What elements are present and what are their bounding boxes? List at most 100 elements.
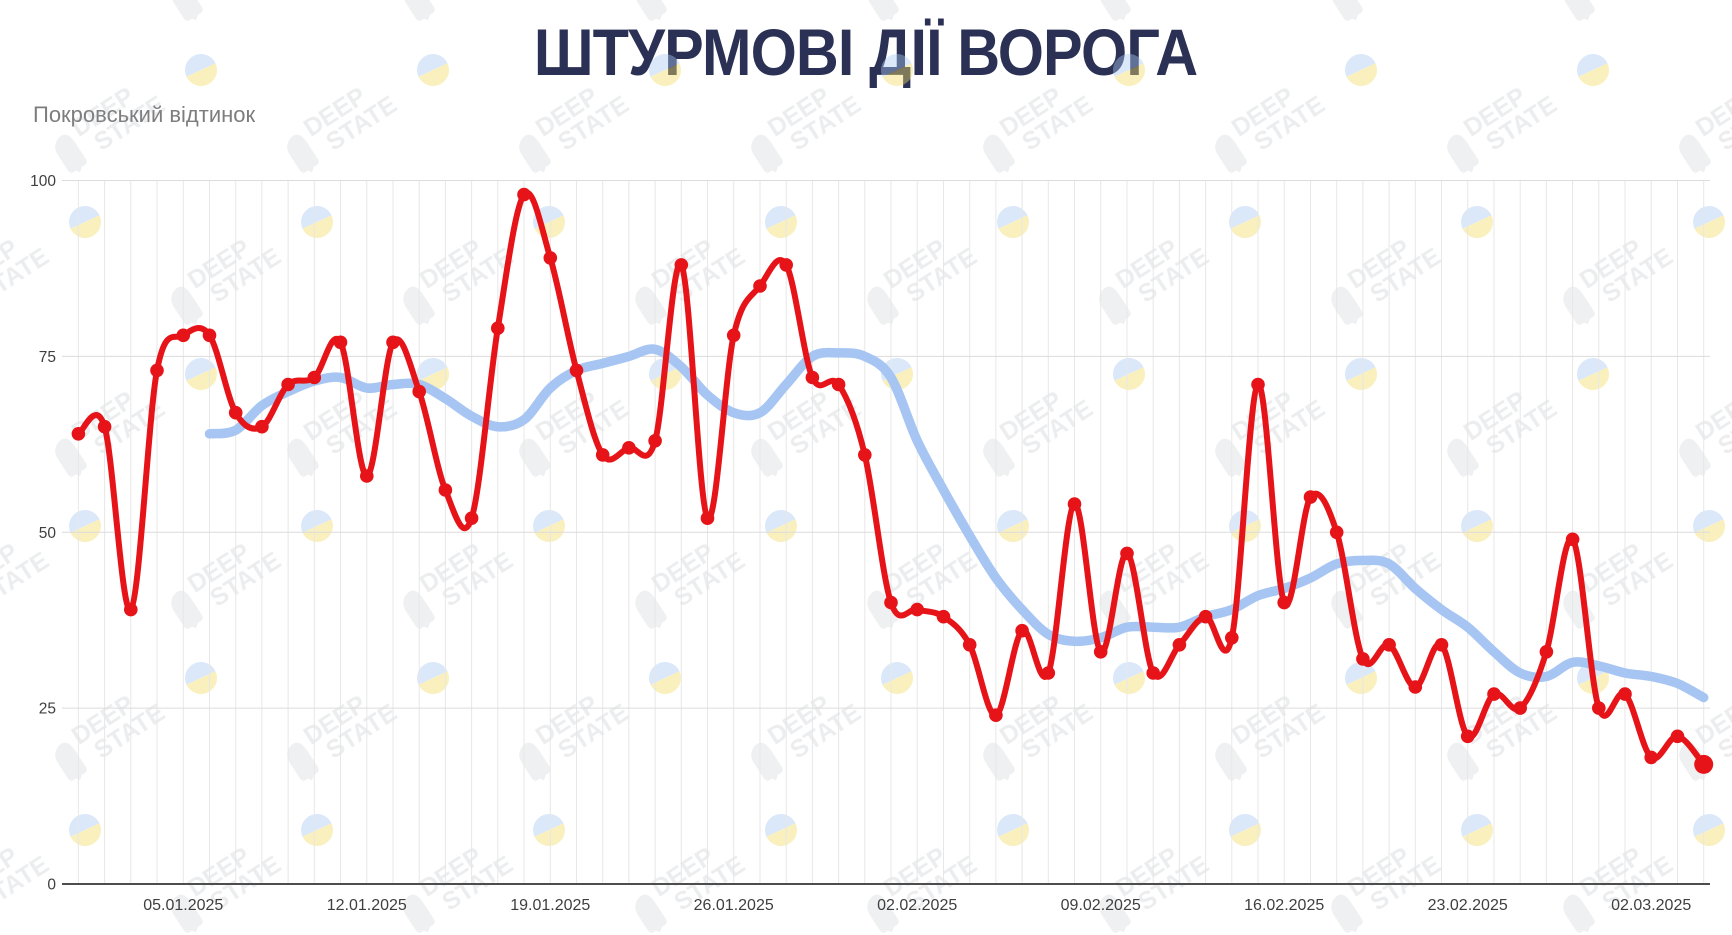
data-point-marker bbox=[779, 258, 793, 272]
data-point-marker bbox=[831, 377, 846, 392]
average-line-series bbox=[204, 344, 1709, 703]
watermark-text-line2: STATE bbox=[785, 698, 866, 764]
flag-circle-icon bbox=[997, 206, 1029, 238]
flag-circle-icon bbox=[881, 358, 913, 390]
watermark-text-line1: DEEP bbox=[1691, 386, 1732, 447]
data-point-marker bbox=[1198, 609, 1213, 624]
watermark-text-line2: STATE bbox=[1713, 394, 1732, 460]
flag-circle-icon bbox=[1577, 662, 1609, 694]
data-point-marker bbox=[1303, 490, 1318, 504]
ghost-logo-icon bbox=[1679, 134, 1711, 173]
flag-circle-icon bbox=[1345, 662, 1377, 694]
watermark-text-line2: STATE bbox=[1017, 90, 1098, 156]
flag-circle-icon bbox=[1461, 510, 1493, 542]
watermark-text-line2: STATE bbox=[89, 394, 170, 460]
daily-line-series bbox=[75, 189, 1707, 768]
flag-circle-icon bbox=[997, 510, 1029, 542]
ghost-logo-icon bbox=[1447, 134, 1479, 173]
watermark-text-line1: DEEP bbox=[0, 234, 23, 295]
watermark-text-line2: STATE bbox=[1365, 546, 1446, 612]
watermark-text-line2: STATE bbox=[0, 242, 54, 308]
watermark-text-line1: DEEP bbox=[995, 690, 1067, 751]
flag-circle-icon bbox=[1229, 814, 1261, 846]
watermark-text-line1: DEEP bbox=[0, 842, 23, 903]
data-point-marker bbox=[1146, 666, 1160, 680]
flag-circle-icon bbox=[1693, 814, 1725, 846]
ghost-logo-icon bbox=[1563, 286, 1595, 325]
watermark-text-line2: STATE bbox=[437, 546, 518, 612]
x-tick-label: 19.01.2025 bbox=[510, 897, 590, 914]
data-point-marker bbox=[1172, 638, 1187, 652]
data-point-marker bbox=[1041, 666, 1056, 680]
data-point-marker bbox=[307, 370, 322, 385]
data-point-marker bbox=[1592, 701, 1606, 715]
watermark-text-line2: STATE bbox=[1133, 242, 1214, 308]
watermark-text-line1: DEEP bbox=[647, 842, 719, 903]
data-point-marker bbox=[674, 258, 689, 272]
watermark-text-line2: STATE bbox=[553, 394, 634, 460]
data-point-marker bbox=[1487, 687, 1501, 701]
watermark-text-line1: DEEP bbox=[183, 234, 255, 295]
watermark-text-line2: STATE bbox=[1365, 0, 1446, 5]
watermark-text-line1: DEEP bbox=[1459, 386, 1531, 447]
ghost-logo-icon bbox=[751, 438, 783, 477]
watermark-text-line2: STATE bbox=[1249, 90, 1330, 156]
watermark-text-line2: STATE bbox=[1249, 394, 1330, 460]
data-point-marker bbox=[281, 377, 295, 392]
y-tick-label: 0 bbox=[47, 877, 56, 894]
data-point-marker bbox=[1539, 645, 1554, 659]
ghost-logo-icon bbox=[519, 134, 551, 173]
data-point-marker bbox=[1460, 729, 1475, 744]
flag-circle-icon bbox=[765, 510, 797, 542]
data-point-marker bbox=[648, 434, 662, 448]
watermark-text-line2: STATE bbox=[669, 850, 750, 916]
ghost-logo-icon bbox=[287, 438, 319, 477]
watermark-text-line2: STATE bbox=[1481, 394, 1562, 460]
data-point-marker bbox=[202, 328, 217, 343]
ghost-logo-icon bbox=[751, 134, 783, 173]
flag-circle-icon bbox=[417, 358, 449, 390]
data-point-marker bbox=[1382, 638, 1396, 652]
data-point-marker bbox=[962, 638, 977, 652]
data-point-marker bbox=[491, 321, 505, 336]
x-tick-label: 02.02.2025 bbox=[877, 897, 957, 914]
data-point-marker bbox=[464, 511, 479, 525]
ghost-logo-icon bbox=[983, 134, 1015, 173]
watermark-text-line1: DEEP bbox=[531, 386, 603, 447]
watermark-text-line2: STATE bbox=[1133, 0, 1214, 5]
data-point-marker bbox=[726, 328, 741, 343]
y-tick-label: 75 bbox=[39, 349, 56, 366]
data-point-marker bbox=[176, 328, 191, 343]
ghost-logo-icon bbox=[171, 286, 203, 325]
watermark-text-line2: STATE bbox=[0, 850, 54, 916]
data-point-marker bbox=[228, 405, 243, 420]
watermark-text-line2: STATE bbox=[1133, 546, 1214, 612]
watermark-text-line1: DEEP bbox=[1575, 842, 1647, 903]
ghost-logo-icon bbox=[1563, 590, 1595, 629]
watermark-text-line2: STATE bbox=[321, 394, 402, 460]
watermark-text-line1: DEEP bbox=[647, 234, 719, 295]
watermark-text-line2: STATE bbox=[1713, 90, 1732, 156]
watermark-text-line2: STATE bbox=[437, 850, 518, 916]
watermark-text-line2: STATE bbox=[901, 850, 982, 916]
data-point-marker bbox=[1225, 631, 1239, 645]
flag-circle-icon bbox=[533, 510, 565, 542]
watermark-text-line1: DEEP bbox=[531, 690, 603, 751]
x-tick-label: 05.01.2025 bbox=[143, 897, 223, 914]
watermark-text-line2: STATE bbox=[1597, 242, 1678, 308]
data-point-marker bbox=[805, 370, 820, 385]
watermark-text-line1: DEEP bbox=[1691, 690, 1732, 751]
ghost-logo-icon bbox=[867, 590, 899, 629]
